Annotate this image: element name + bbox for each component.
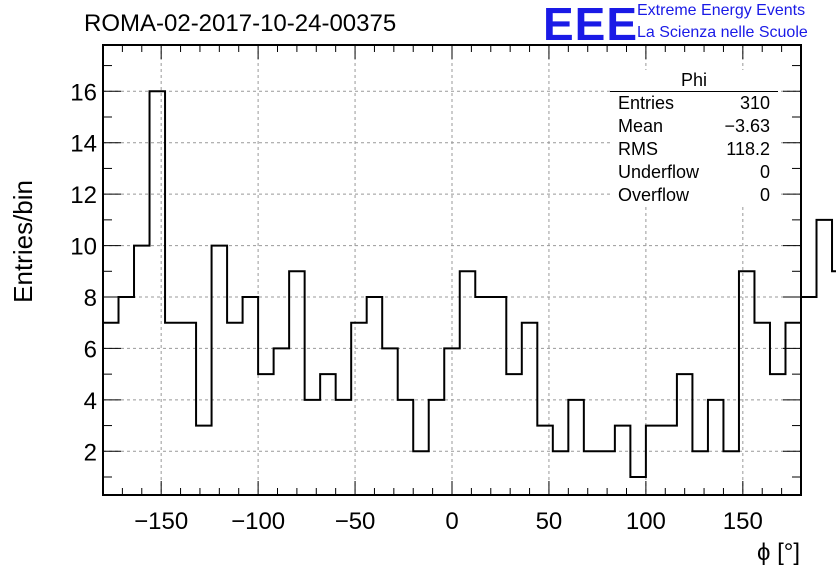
histogram-bin xyxy=(165,323,181,495)
logo-line-2: La Scienza nelle Scuole xyxy=(637,24,808,41)
histogram-bin xyxy=(739,271,755,495)
histogram-bin xyxy=(444,348,460,495)
histogram-bin xyxy=(320,374,336,495)
axis-ticks xyxy=(103,45,801,495)
histogram-bin xyxy=(336,400,352,495)
y-tick-label: 16 xyxy=(70,79,97,106)
histogram-bin xyxy=(568,400,584,495)
eee-logo: EEE xyxy=(543,0,639,50)
histogram-bin xyxy=(754,323,770,495)
stats-row-mean: Mean −3.63 xyxy=(610,115,778,138)
histogram-bin xyxy=(413,451,429,495)
histogram-bin xyxy=(243,297,259,495)
histogram-bin xyxy=(553,451,569,495)
stats-label: Underflow xyxy=(618,162,700,182)
histogram-bin xyxy=(227,323,243,495)
x-tick-label: −100 xyxy=(231,508,285,535)
x-axis-label: ϕ [°] xyxy=(757,539,800,566)
histogram-bin xyxy=(212,246,228,495)
histogram-bin xyxy=(475,297,491,495)
y-axis-label: Entries/bin xyxy=(8,180,38,303)
histogram-bin xyxy=(460,271,476,495)
histogram-bin xyxy=(196,426,212,495)
stats-label: Mean xyxy=(618,116,664,136)
stats-value: 310 xyxy=(739,93,770,113)
x-tick-label: −50 xyxy=(335,508,376,535)
x-tick-label: 50 xyxy=(536,508,563,535)
histogram-bin xyxy=(692,451,708,495)
stats-row-underflow: Underflow 0 xyxy=(610,161,778,184)
histogram-bin xyxy=(367,297,383,495)
histogram-bin xyxy=(646,426,662,495)
x-tick-label: −150 xyxy=(134,508,188,535)
histogram-bin xyxy=(258,374,274,495)
histogram-bin xyxy=(832,271,836,495)
histogram-bin xyxy=(289,271,305,495)
stats-value: 0 xyxy=(759,162,770,182)
histogram-bin xyxy=(661,426,677,495)
chart-title: ROMA-02-2017-10-24-00375 xyxy=(84,10,397,37)
y-tick-label: 2 xyxy=(84,439,97,466)
histogram-bin xyxy=(429,400,445,495)
stats-value: −3.63 xyxy=(724,116,770,136)
histogram-bin xyxy=(274,348,290,495)
stats-value: 118.2 xyxy=(726,139,770,159)
logo-line-1: Extreme Energy Events xyxy=(637,2,806,19)
stats-box: Phi Entries 310 Mean −3.63 RMS 118.2 Underflow… xyxy=(610,70,778,207)
histogram-bin xyxy=(305,400,321,495)
histogram-bin xyxy=(506,374,522,495)
y-tick-label: 4 xyxy=(84,388,97,415)
y-tick-label: 10 xyxy=(70,234,97,261)
histogram-bin xyxy=(801,297,817,495)
histogram-bin xyxy=(181,323,197,495)
histogram-bin xyxy=(491,297,507,495)
histogram-bin xyxy=(119,297,135,495)
histogram-bin xyxy=(630,477,646,495)
stats-label: Entries xyxy=(618,93,675,113)
stats-label: RMS xyxy=(618,139,658,159)
stats-row-entries: Entries 310 xyxy=(610,92,778,115)
stats-label: Overflow xyxy=(618,185,690,205)
stats-row-overflow: Overflow 0 xyxy=(610,184,778,207)
histogram-bin xyxy=(134,246,150,495)
histogram-bin xyxy=(398,400,414,495)
histogram-bin xyxy=(382,348,398,495)
y-tick-label: 6 xyxy=(84,336,97,363)
histogram-bin xyxy=(677,374,693,495)
histogram-bin xyxy=(537,426,553,495)
x-tick-labels: −150 −100 −50 0 50 100 150 xyxy=(134,508,763,535)
histogram-bin xyxy=(615,426,631,495)
x-tick-label: 150 xyxy=(723,508,763,535)
histogram-bin xyxy=(723,451,739,495)
histogram-outline xyxy=(103,90,836,478)
histogram-bin xyxy=(584,451,600,495)
histogram-bin xyxy=(351,323,367,495)
stats-value: 0 xyxy=(759,185,770,205)
histogram-bin xyxy=(770,374,786,495)
stats-box-title: Phi xyxy=(610,70,778,92)
histogram-bin xyxy=(817,220,833,495)
y-tick-label: 8 xyxy=(84,285,97,312)
histogram-bin xyxy=(150,91,166,495)
x-tick-label: 0 xyxy=(445,508,458,535)
y-tick-label: 12 xyxy=(70,182,97,209)
x-tick-label: 100 xyxy=(626,508,666,535)
histogram-bars xyxy=(103,90,836,495)
histogram-bin xyxy=(522,323,538,495)
stats-row-rms: RMS 118.2 xyxy=(610,138,778,161)
y-tick-label: 14 xyxy=(70,131,97,158)
histogram-bin xyxy=(708,400,724,495)
y-tick-labels: 2 4 6 8 10 12 14 16 xyxy=(70,79,97,466)
